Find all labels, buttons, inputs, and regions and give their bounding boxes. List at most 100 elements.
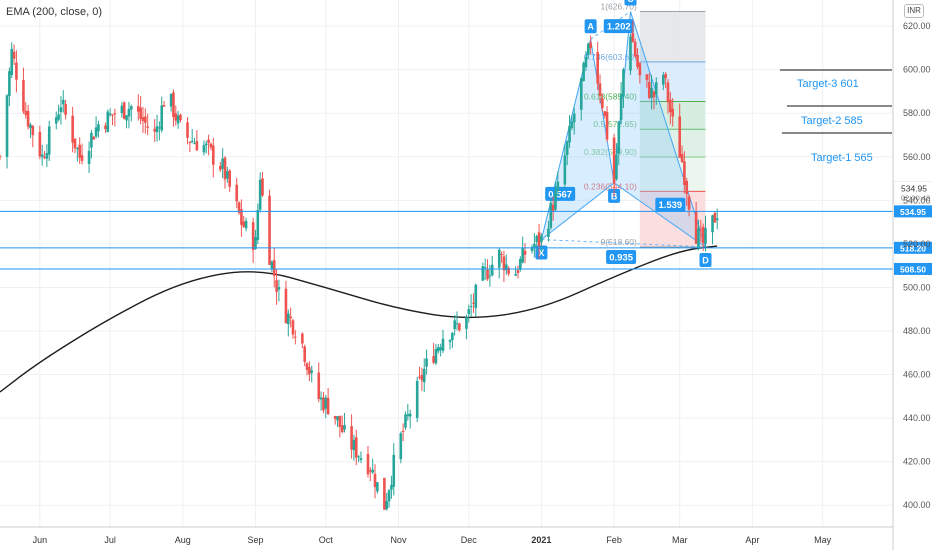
- candle-body: [533, 243, 536, 248]
- candle: [514, 266, 517, 276]
- candle-body: [286, 313, 290, 325]
- candle-body: [78, 144, 81, 158]
- candle: [8, 67, 11, 107]
- x-tick-label: Feb: [606, 535, 622, 545]
- fib-level-label: 0.786(603.60): [584, 52, 637, 62]
- candle: [500, 251, 503, 263]
- candle: [5, 94, 9, 169]
- candle-body: [502, 256, 506, 271]
- candle-body: [305, 363, 309, 370]
- candle-body: [401, 431, 405, 433]
- candle-body: [605, 111, 609, 140]
- candle: [237, 201, 241, 215]
- candle: [662, 71, 665, 91]
- fib-level-label: 0.618(585.40): [584, 91, 637, 101]
- price-line-label: 508.50: [900, 264, 926, 274]
- ema-200-line: [0, 245, 718, 393]
- candle-body: [540, 235, 543, 243]
- ratio-label: 0.935: [609, 252, 633, 263]
- candle-body: [324, 397, 328, 409]
- candle: [596, 42, 599, 91]
- candle-body: [636, 54, 639, 67]
- candle-body: [172, 92, 175, 118]
- candle-body: [219, 166, 222, 170]
- candle-body: [584, 57, 588, 68]
- candle-body: [568, 125, 571, 143]
- candle: [523, 243, 527, 264]
- candle-body: [596, 52, 599, 84]
- candle-body: [697, 228, 700, 248]
- candle: [303, 344, 306, 367]
- candle-body: [551, 204, 555, 212]
- targets: Target-3 601 Target-2 585 Target-1 565: [780, 69, 892, 164]
- candle-body: [90, 132, 93, 148]
- candle-body: [254, 237, 257, 250]
- candle-body: [622, 69, 625, 97]
- candle: [343, 412, 346, 433]
- ratio-label: 1.202: [607, 22, 631, 33]
- candle: [474, 283, 478, 317]
- candle-body: [713, 213, 717, 223]
- candle-body: [369, 470, 372, 472]
- candle: [268, 189, 271, 265]
- candle: [654, 77, 658, 105]
- candle: [31, 124, 35, 148]
- candle: [383, 477, 386, 511]
- candle-body: [71, 115, 74, 143]
- x-tick-label: Aug: [175, 535, 191, 545]
- candle: [209, 142, 213, 151]
- candle: [40, 144, 44, 166]
- indicator-legend[interactable]: EMA (200, close, 0): [6, 6, 102, 18]
- candle-body: [704, 228, 707, 244]
- candle: [226, 166, 229, 183]
- candle-body: [272, 260, 276, 276]
- candle-body: [465, 317, 468, 329]
- candle-body: [715, 218, 719, 221]
- candle: [64, 99, 67, 120]
- candle-body: [211, 145, 215, 165]
- candle: [352, 434, 356, 461]
- candle: [502, 250, 506, 283]
- x-tick-label: Apr: [745, 535, 759, 545]
- y-tick-label: 620.00: [903, 21, 931, 31]
- candle-body: [556, 181, 560, 191]
- currency-badge[interactable]: INR: [904, 4, 924, 18]
- candle: [155, 114, 159, 142]
- candle: [108, 108, 112, 117]
- candle-body: [669, 99, 672, 113]
- y-tick-label: 480.00: [903, 326, 931, 336]
- candle: [251, 217, 255, 263]
- candle: [683, 151, 686, 194]
- candle: [45, 144, 49, 168]
- candle-body: [385, 501, 389, 510]
- candle-body: [108, 113, 112, 116]
- candle: [127, 101, 131, 129]
- candle-body: [490, 264, 494, 276]
- candles: [0, 20, 719, 511]
- candle: [43, 151, 46, 160]
- candle: [615, 143, 618, 181]
- candle-body: [146, 126, 149, 128]
- candle: [537, 223, 541, 259]
- candle: [572, 107, 576, 135]
- candle-body: [523, 250, 527, 255]
- candle: [158, 121, 161, 141]
- candle: [272, 247, 276, 288]
- candle: [305, 362, 309, 376]
- candle-body: [687, 196, 691, 210]
- candle: [584, 50, 588, 72]
- target-label: Target-1 565: [811, 152, 873, 164]
- candle-body: [97, 124, 100, 132]
- candle: [90, 129, 93, 159]
- candle: [57, 104, 60, 122]
- candle: [310, 365, 314, 383]
- candle-body: [22, 80, 25, 112]
- candle: [664, 72, 667, 89]
- candle-body: [31, 125, 35, 136]
- y-tick-label: 600.00: [903, 65, 931, 75]
- candle-body: [0, 156, 2, 158]
- candle-body: [15, 62, 18, 80]
- candle-body: [258, 179, 262, 210]
